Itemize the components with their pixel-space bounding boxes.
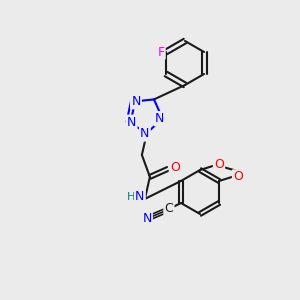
Text: N: N <box>135 190 145 203</box>
Text: N: N <box>155 112 164 125</box>
Text: N: N <box>131 95 141 108</box>
Text: O: O <box>214 158 224 170</box>
Text: N: N <box>142 212 152 226</box>
Text: N: N <box>127 116 136 129</box>
Text: N: N <box>140 128 150 140</box>
Text: O: O <box>233 170 243 184</box>
Text: H: H <box>127 192 135 202</box>
Text: F: F <box>158 46 164 59</box>
Text: C: C <box>165 202 173 215</box>
Text: O: O <box>170 161 180 174</box>
